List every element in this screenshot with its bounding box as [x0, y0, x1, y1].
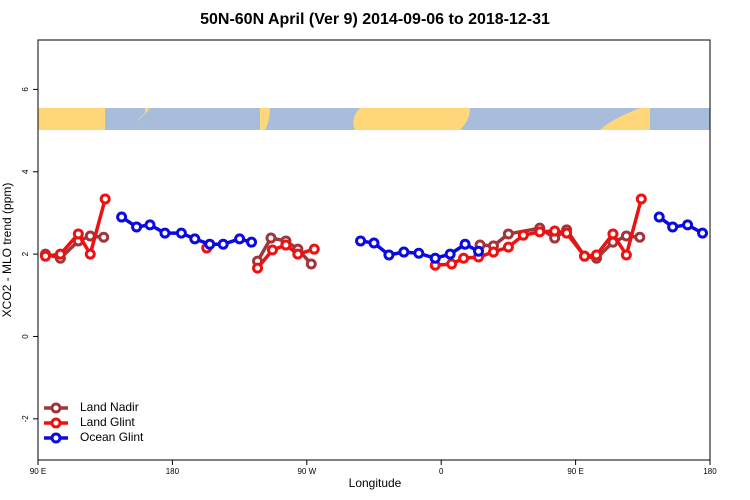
point: [116, 211, 128, 223]
point: [84, 248, 96, 260]
point: [591, 249, 603, 261]
legend-marker: [50, 417, 62, 429]
point: [517, 229, 529, 241]
point: [444, 248, 456, 260]
point: [189, 233, 201, 245]
point: [458, 252, 470, 264]
point: [579, 250, 591, 262]
legend-label: Land Glint: [80, 415, 135, 429]
map-ocean: [105, 108, 710, 130]
point: [561, 227, 573, 239]
point: [398, 246, 410, 258]
point: [72, 228, 84, 240]
point: [204, 238, 216, 250]
point: [305, 258, 317, 270]
series-line: [120, 215, 253, 246]
x-axis-label: Longitude: [349, 476, 402, 490]
x-tick-label: 180: [166, 467, 180, 476]
point: [252, 262, 264, 274]
chart-title: 50N-60N April (Ver 9) 2014-09-06 to 2018…: [200, 11, 550, 28]
point: [99, 193, 111, 205]
map-strip: [38, 108, 710, 130]
legend-marker: [50, 402, 62, 414]
x-tick-label: 180: [703, 467, 717, 476]
point: [144, 219, 156, 231]
point: [473, 245, 485, 257]
point: [667, 221, 679, 233]
plot-frame: [37, 39, 711, 461]
point: [98, 231, 110, 243]
point: [429, 252, 441, 264]
point: [355, 235, 367, 247]
point: [39, 250, 51, 262]
point: [459, 238, 471, 250]
point: [159, 227, 171, 239]
legend-marker: [50, 432, 62, 444]
point: [383, 249, 395, 261]
y-tick-label: 4: [21, 169, 30, 174]
point: [308, 243, 320, 255]
point: [54, 248, 66, 260]
point: [502, 241, 514, 253]
point: [653, 211, 665, 223]
point: [131, 221, 143, 233]
x-tick-label: 90 E: [567, 467, 583, 476]
x-tick-label: 90 W: [297, 467, 316, 476]
point: [620, 249, 632, 261]
point: [292, 248, 304, 260]
y-tick-label: 2: [21, 251, 30, 256]
point: [246, 236, 258, 248]
point: [549, 225, 561, 237]
legend-label: Land Nadir: [80, 400, 139, 414]
point: [682, 219, 694, 231]
y-tick-label: 0: [21, 334, 30, 339]
point: [634, 231, 646, 243]
point: [265, 232, 277, 244]
point: [607, 228, 619, 240]
series-line: [658, 215, 704, 235]
point: [697, 227, 709, 239]
y-axis-label: XCO2 - MLO trend (ppm): [0, 183, 14, 318]
point: [487, 246, 499, 258]
point: [635, 193, 647, 205]
legend-label: Ocean Glint: [80, 430, 144, 444]
point: [234, 233, 246, 245]
point: [534, 226, 546, 238]
point: [413, 247, 425, 259]
point: [217, 238, 229, 250]
series-line: [45, 198, 107, 259]
y-tick-label: 6: [21, 87, 30, 92]
point: [368, 237, 380, 249]
point: [175, 227, 187, 239]
x-tick-label: 0: [439, 467, 444, 476]
x-tick-label: 90 E: [30, 467, 46, 476]
point: [266, 244, 278, 256]
point: [446, 258, 458, 270]
point: [502, 228, 514, 240]
y-tick-label: -2: [21, 415, 30, 423]
point: [280, 239, 292, 251]
